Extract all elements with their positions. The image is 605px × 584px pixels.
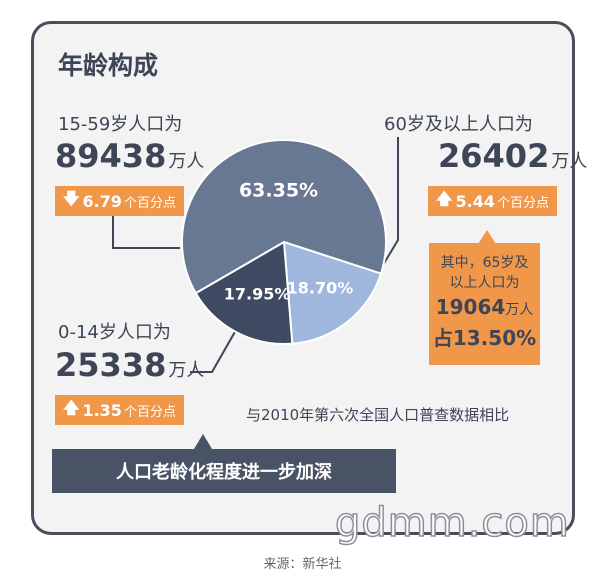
watermark: gdmm.com (334, 499, 570, 547)
chart-title: 年龄构成 (58, 51, 159, 80)
comparison-note: 与2010年第六次全国人口普查数据相比 (246, 406, 510, 424)
slice-working-age (181, 139, 387, 295)
children-label: 0-14岁人口为 (58, 322, 171, 343)
note-pointer (478, 230, 496, 244)
pie-slice-labels: 18.70%17.95% 63.35% (224, 179, 354, 303)
working-age-change-text: 个百分点 (123, 195, 176, 211)
note-number: 19064 (435, 295, 506, 319)
working-age-change-value: 6.79 (82, 191, 122, 211)
elderly-change-badge: 🡅 5.44 个百分点 (428, 186, 557, 216)
working-age-change-badge: 🡇 6.79 个百分点 (55, 186, 184, 216)
slice-working-age-label: 63.35% (239, 179, 318, 201)
working-age-number: 89438 (55, 137, 167, 175)
working-age-label: 15-59岁人口为 (58, 114, 183, 135)
children-change-badge: 🡅 1.35 个百分点 (55, 395, 184, 425)
slice-children-label: 17.95% (224, 284, 291, 303)
working-age-count: 89438 万人 (55, 137, 204, 175)
banner-pointer (194, 434, 212, 449)
note-share: 占13.50% (432, 326, 537, 350)
note-line-1: 其中，65岁及 (440, 255, 529, 271)
note-unit: 万人 (505, 302, 534, 318)
children-unit: 万人 (168, 360, 205, 381)
working-age-unit: 万人 (168, 151, 205, 172)
elderly-unit: 万人 (551, 151, 588, 172)
children-change-value: 1.35 (82, 400, 122, 420)
elderly-65-note: 其中，65岁及 以上人口为 19064万人 占13.50% (429, 243, 540, 365)
note-line-2: 以上人口为 (449, 275, 520, 291)
pie-slices (181, 139, 387, 345)
slice-elderly (282, 240, 383, 345)
working-age-leader-line (112, 216, 180, 249)
slice-children (194, 240, 294, 345)
note-number-line: 19064万人 (429, 293, 540, 324)
children-change-text: 个百分点 (123, 404, 176, 420)
children-count: 25338 万人 (55, 346, 204, 384)
elderly-change-value: 5.44 (455, 191, 495, 211)
conclusion-banner: 人口老龄化程度进一步加深 (52, 449, 396, 493)
source-credit: 来源：新华社 (263, 557, 342, 572)
elderly-number: 26402 (438, 137, 550, 175)
elderly-change-text: 个百分点 (496, 195, 549, 211)
children-number: 25338 (55, 346, 167, 384)
slice-elderly-label: 18.70% (287, 278, 354, 297)
elderly-label: 60岁及以上人口为 (384, 114, 533, 135)
elderly-count: 26402 万人 (438, 137, 587, 175)
arrow-down-icon: 🡇 (63, 188, 80, 208)
arrow-up-icon: 🡅 (63, 397, 80, 417)
children-leader-line (190, 329, 237, 373)
arrow-up-icon: 🡅 (436, 188, 453, 208)
